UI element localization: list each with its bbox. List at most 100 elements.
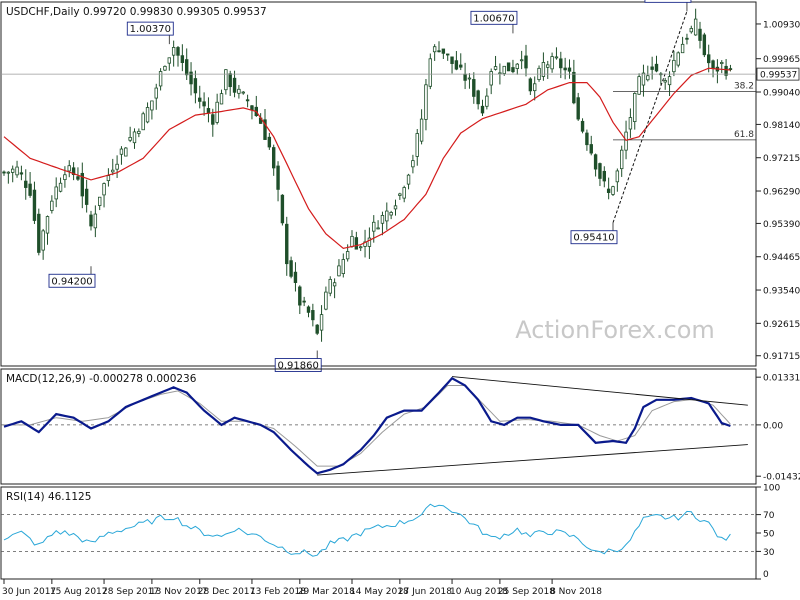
candle-body (398, 193, 402, 196)
annotation-box (126, 21, 174, 36)
candle-body (171, 47, 176, 56)
candle-body (432, 46, 437, 53)
candle-body (176, 47, 180, 56)
candle-body (28, 183, 32, 196)
candle-body (132, 131, 137, 144)
price-tick-label: 0.96290 (763, 188, 800, 198)
last-price-box (756, 67, 800, 81)
candle-body (693, 18, 698, 36)
candle-body (6, 171, 11, 174)
candle-body (528, 78, 533, 92)
candle-body (554, 56, 559, 59)
candle-body (567, 67, 572, 72)
candle-body (58, 182, 63, 192)
candle-body (393, 205, 398, 210)
candle-body (302, 300, 306, 303)
candle-body (245, 99, 250, 102)
candle-body (624, 131, 628, 151)
candle-body (654, 63, 659, 72)
candle-body (415, 133, 419, 157)
candle-body (328, 278, 332, 294)
annotation-box (274, 358, 322, 372)
annotation-label: 0.91860 (278, 361, 319, 372)
candle-body (519, 59, 524, 62)
candle-body (445, 53, 450, 56)
candle-body (119, 148, 124, 155)
candle-body (345, 251, 350, 260)
candle-body (372, 221, 376, 232)
rsi-tick-label: 100 (763, 484, 780, 494)
fib-level-label: 38.2 (734, 82, 754, 92)
candle-body (441, 48, 446, 54)
candle-body (315, 324, 319, 334)
candle-body (498, 72, 502, 75)
candle-body (337, 265, 341, 277)
annotation-label: 1.00670 (473, 13, 514, 24)
candle-body (493, 66, 498, 70)
candle-body (663, 80, 667, 83)
candle-body (219, 93, 224, 105)
candle-body (358, 246, 363, 249)
date-tick-label: 15 Aug 2017 (50, 587, 108, 597)
candle-body (685, 37, 689, 40)
candle-body (150, 100, 154, 111)
candle-body (641, 72, 646, 86)
candle-body (720, 62, 724, 65)
annotation-box (644, 0, 692, 3)
candle-body (524, 55, 528, 69)
candle-body (232, 77, 237, 93)
rsi-pane-title: RSI(14) 46.1125 (6, 491, 91, 503)
price-tick-label: 0.94465 (763, 253, 800, 263)
candle-body (728, 68, 733, 70)
candle-body (376, 227, 380, 230)
candle-body (611, 186, 615, 195)
rsi-tick-label: 30 (763, 548, 775, 558)
candle-body (563, 67, 567, 71)
macd-pane: MACD(12,26,9) -0.000278 0.000236 0.01331… (0, 368, 800, 485)
candle-body (37, 213, 41, 253)
rsi-axis: 100 70 50 30 0 (1, 484, 780, 580)
candle-body (10, 168, 15, 173)
candle-body (476, 90, 480, 105)
candle-body (67, 165, 71, 172)
macd-line (3, 376, 731, 475)
candle-body (289, 260, 293, 277)
candle-body (380, 215, 385, 224)
fibonacci-levels: 38.2 61.8 (613, 82, 756, 141)
date-tick-label: 29 Mar 2018 (298, 587, 355, 597)
candle-body (676, 52, 680, 66)
candle-body (637, 76, 641, 95)
last-price-label: 0.99537 (760, 71, 797, 81)
candle-body (615, 170, 620, 183)
candle-body (24, 180, 28, 188)
candle-body (546, 64, 550, 68)
price-pane-title: USDCHF,Daily 0.99720 0.99830 0.99305 0.9… (6, 6, 267, 18)
candle-body (406, 174, 411, 185)
candle-body (606, 188, 611, 193)
rsi-tick-label: 70 (763, 511, 775, 521)
annotation-box (48, 273, 96, 288)
candle-body (450, 56, 454, 64)
candle-body (580, 120, 585, 132)
candle-body (559, 58, 563, 69)
candle-body (463, 73, 467, 81)
candle-body (711, 60, 715, 69)
candle-body (206, 108, 211, 114)
macd-axis: 0.013319 0.00 -0.014323 (1, 374, 800, 483)
candle-body (576, 97, 580, 120)
candle-body (472, 79, 476, 97)
date-tick-label: 14 May 2018 (350, 587, 409, 597)
candle-body (550, 56, 554, 70)
candle-body (724, 65, 728, 76)
candle-body (385, 210, 389, 222)
candle-body (137, 130, 141, 134)
price-pane-frame (0, 1, 757, 367)
candle-body (189, 71, 193, 85)
candle-body (167, 57, 171, 64)
candle-body (533, 83, 537, 92)
candle-body (267, 136, 272, 148)
candle-body (572, 71, 576, 104)
date-tick-label: 28 Sep 2017 (102, 587, 159, 597)
